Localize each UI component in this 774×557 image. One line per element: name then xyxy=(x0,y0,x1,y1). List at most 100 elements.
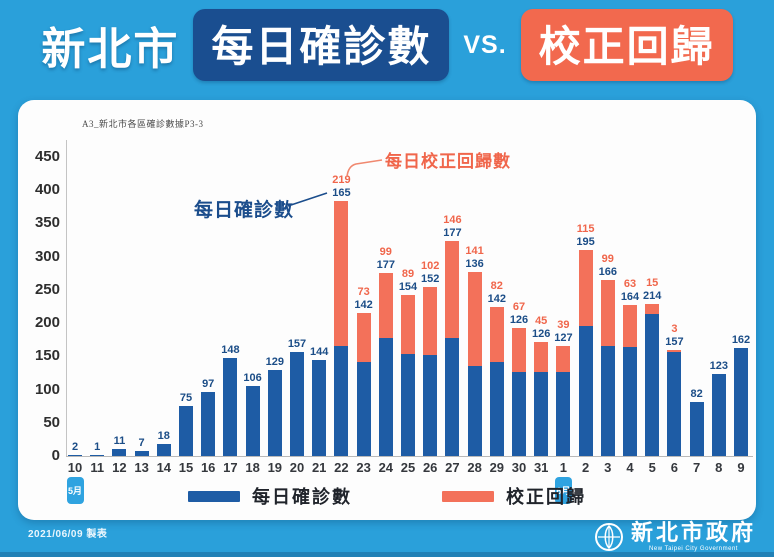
bar-correction xyxy=(356,313,371,362)
bar-correction xyxy=(445,241,460,339)
bar-value-confirmed: 166 xyxy=(598,265,617,278)
legend-swatch-confirmed xyxy=(188,490,240,502)
bar-confirmed xyxy=(267,370,282,456)
bar-value-correction: 102 xyxy=(421,260,440,273)
bar-correction xyxy=(512,327,526,373)
legend-item-confirmed: 每日確診數 xyxy=(188,483,352,509)
bar-value-confirmed: 165 xyxy=(332,186,351,199)
bar-confirmed xyxy=(201,391,216,456)
bar-confirmed xyxy=(623,347,637,456)
bar-value-confirmed: 157 xyxy=(287,337,307,350)
x-tick-label: 28 xyxy=(467,460,482,475)
bar-value-confirmed: 126 xyxy=(532,328,551,341)
chart-source-note: A3_新北市各區確診數據P3-3 xyxy=(82,119,204,129)
bar-confirmed xyxy=(512,372,526,456)
x-tick-label: 9 xyxy=(737,460,745,475)
x-tick-label: 3 xyxy=(604,460,612,475)
bar-value-correction: 3 xyxy=(671,322,678,335)
bar-value-confirmed: 162 xyxy=(731,334,751,347)
bar-confirmed xyxy=(534,372,549,456)
bar-value-correction: 45 xyxy=(535,315,548,328)
bar-value-confirmed: 18 xyxy=(157,430,170,443)
x-tick-label: 31 xyxy=(533,460,549,475)
bar-value-confirmed: 164 xyxy=(620,291,640,304)
bar-correction xyxy=(489,307,504,362)
title-city: 新北市 xyxy=(41,25,180,74)
bar-confirmed xyxy=(378,338,393,456)
bar-confirmed xyxy=(90,455,105,456)
bar-confirmed xyxy=(179,406,193,456)
y-tick-label: 0 xyxy=(51,447,60,464)
bar-value-correction: 63 xyxy=(623,278,637,291)
bar-confirmed xyxy=(467,365,482,456)
bar-value-confirmed: 1 xyxy=(94,441,101,453)
bar-value-confirmed: 129 xyxy=(265,356,284,369)
bar-confirmed xyxy=(156,444,171,456)
footer-date-note: 2021/06/09 製表 xyxy=(28,529,108,540)
x-tick-label: 2 xyxy=(581,460,590,475)
bar-value-confirmed: 157 xyxy=(665,335,684,348)
bar-value-confirmed: 148 xyxy=(221,343,240,356)
annotation-daily-confirmed: 每日確診數 xyxy=(194,200,295,221)
month-marker: 5月 xyxy=(66,477,84,504)
bar-confirmed xyxy=(401,353,415,456)
x-tick-label: 5 xyxy=(648,460,656,475)
bar-correction xyxy=(534,342,549,373)
bar-confirmed xyxy=(445,338,460,456)
footer-org-name-cn: 新北市政府 xyxy=(630,520,756,545)
bar-correction xyxy=(423,287,438,355)
bar-value-confirmed: 11 xyxy=(113,434,126,447)
y-tick-label: 350 xyxy=(34,214,60,232)
x-tick-label: 19 xyxy=(267,460,283,475)
bar-confirmed xyxy=(578,326,593,456)
bar-correction xyxy=(378,272,393,339)
bar-value-correction: 73 xyxy=(357,286,370,299)
y-tick-label: 250 xyxy=(34,280,60,298)
bar-correction xyxy=(667,349,682,352)
bar-confirmed xyxy=(223,357,238,456)
x-tick-label: 16 xyxy=(200,460,216,475)
bar-value-confirmed: 126 xyxy=(509,313,529,326)
y-tick-label: 50 xyxy=(43,413,60,431)
bar-value-correction: 146 xyxy=(443,214,462,227)
bar-value-correction: 82 xyxy=(490,280,503,293)
bar-value-confirmed: 97 xyxy=(202,377,215,390)
bar-confirmed xyxy=(556,371,571,456)
legend-label-correction: 校正回歸 xyxy=(506,487,586,507)
bar-correction xyxy=(600,279,615,346)
bar-confirmed xyxy=(600,345,615,456)
bar-value-confirmed: 152 xyxy=(421,273,440,286)
bar-value-correction: 99 xyxy=(379,245,392,258)
x-tick-label: 21 xyxy=(311,460,327,475)
y-tick-label: 200 xyxy=(34,314,60,332)
y-tick-label: 150 xyxy=(34,347,60,365)
bar-correction xyxy=(623,305,637,348)
month-marker: 6月 xyxy=(554,477,572,504)
chart-card: A3_新北市各區確診數據P3-3 0 50 100 150 200 250 300 350 40… xyxy=(18,100,756,520)
bar-confirmed xyxy=(423,355,438,456)
bar-value-confirmed: 127 xyxy=(554,331,573,344)
footer-org-name-en: New Taipei City Government xyxy=(649,546,738,552)
bar-correction xyxy=(467,271,482,366)
title-box-daily-confirmed: 每日確診數 xyxy=(193,9,450,81)
bar-confirmed xyxy=(312,360,327,456)
bar-confirmed xyxy=(645,313,660,456)
chart-legend: 每日確診數 校正回歸 xyxy=(18,483,756,509)
x-tick-label: 12 xyxy=(112,460,127,475)
bar-value-confirmed: 177 xyxy=(376,258,395,271)
y-tick-label: 100 xyxy=(34,380,60,398)
bar-correction xyxy=(334,200,349,347)
bar-value-confirmed: 144 xyxy=(310,346,329,359)
x-tick-label: 10 xyxy=(67,460,83,475)
title-box-correction: 校正回歸 xyxy=(520,9,733,81)
x-tick-label: 13 xyxy=(134,460,149,475)
bar-value-correction: 141 xyxy=(465,244,484,257)
bar-confirmed xyxy=(734,348,748,456)
bar-correction xyxy=(578,250,593,327)
footer-org-text: 新北市政府 New Taipei City Government xyxy=(630,520,756,553)
bar-correction xyxy=(401,294,415,354)
bar-confirmed xyxy=(290,351,304,456)
bar-confirmed xyxy=(112,448,127,456)
bar-value-correction: 219 xyxy=(332,173,351,186)
bar-value-confirmed: 7 xyxy=(138,437,145,450)
